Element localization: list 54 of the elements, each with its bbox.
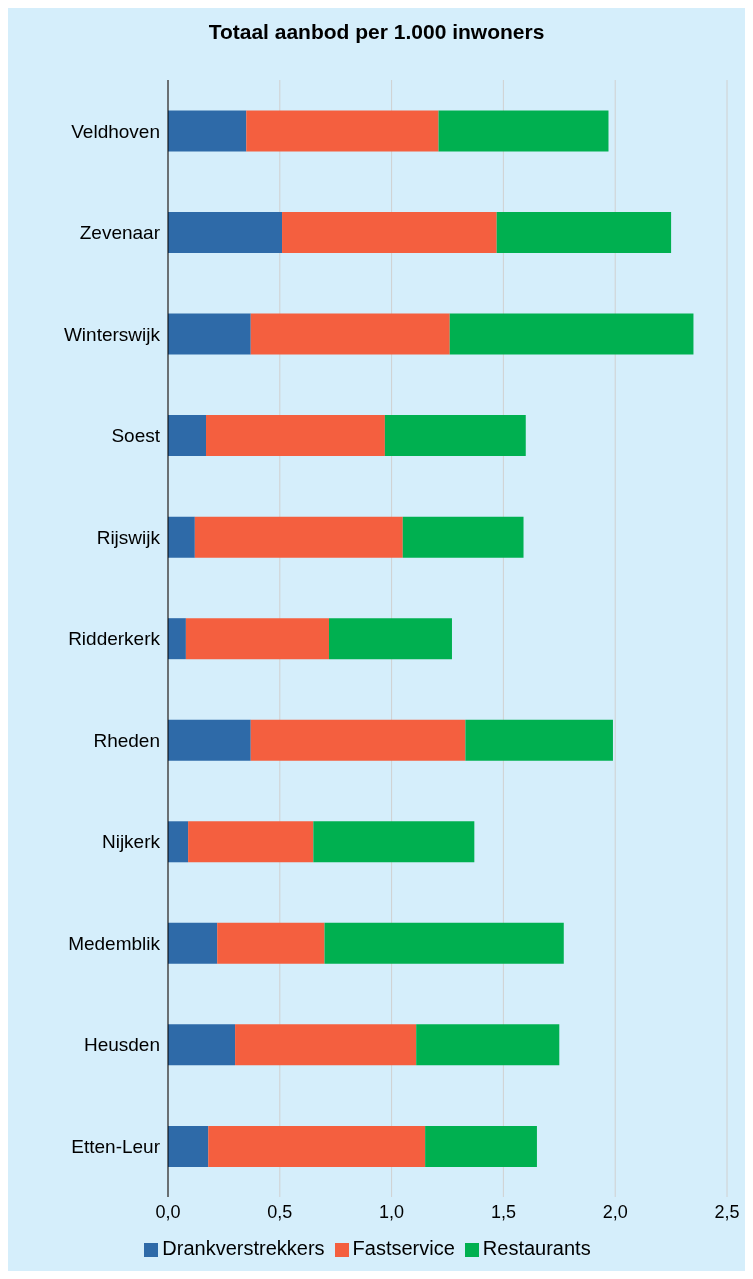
- y-tick-label: Nijkerk: [101, 831, 161, 853]
- y-tick-label: Winterswijk: [63, 323, 161, 345]
- x-tick-label: 2,0: [602, 1201, 628, 1222]
- bar: [217, 922, 325, 964]
- bar: [168, 110, 247, 152]
- legend-label: Restaurants: [482, 1237, 591, 1259]
- bar: [438, 110, 609, 152]
- bar: [449, 313, 694, 355]
- x-tick-label: 0,5: [267, 1201, 293, 1222]
- bar: [384, 415, 526, 457]
- bar: [250, 313, 450, 355]
- legend-label: Fastservice: [352, 1237, 455, 1259]
- y-tick-label: Rijswijk: [96, 526, 161, 548]
- bar: [235, 1024, 417, 1066]
- y-tick-label: Heusden: [83, 1034, 160, 1056]
- y-tick-label: Veldhoven: [71, 120, 160, 142]
- bar: [416, 1024, 560, 1066]
- x-tick-label: 0,0: [155, 1201, 181, 1222]
- bar: [208, 1125, 426, 1167]
- bar: [324, 922, 564, 964]
- bar: [168, 719, 251, 761]
- bar: [168, 1024, 236, 1066]
- bar: [188, 821, 314, 863]
- bar: [313, 821, 475, 863]
- y-tick-label: Etten-Leur: [71, 1135, 161, 1157]
- bar: [168, 618, 186, 660]
- bar: [206, 415, 385, 457]
- x-tick-label: 2,5: [714, 1201, 740, 1222]
- bar: [402, 516, 524, 558]
- chart-title: Totaal aanbod per 1.000 inwoners: [207, 19, 546, 45]
- y-tick-label: Rheden: [93, 729, 160, 751]
- y-tick-label: Soest: [111, 425, 161, 447]
- bar: [168, 922, 218, 964]
- legend-label: Drankverstrekkers: [162, 1237, 325, 1259]
- bar: [168, 313, 251, 355]
- bar: [168, 1125, 209, 1167]
- bar: [328, 618, 452, 660]
- bar: [194, 516, 403, 558]
- bar: [168, 821, 189, 863]
- bar: [168, 212, 283, 254]
- y-tick-label: Medemblik: [68, 932, 161, 954]
- y-tick-label: Ridderkerk: [68, 628, 161, 650]
- bar: [282, 212, 497, 254]
- bar: [168, 415, 207, 457]
- bar: [496, 212, 672, 254]
- x-tick-label: 1,0: [379, 1201, 405, 1222]
- bar: [185, 618, 329, 660]
- bar: [465, 719, 613, 761]
- bar: [246, 110, 439, 152]
- bar: [425, 1125, 537, 1167]
- bar: [168, 516, 195, 558]
- y-tick-label: Zevenaar: [79, 222, 161, 244]
- bar: [250, 719, 466, 761]
- x-tick-label: 1,5: [490, 1201, 516, 1222]
